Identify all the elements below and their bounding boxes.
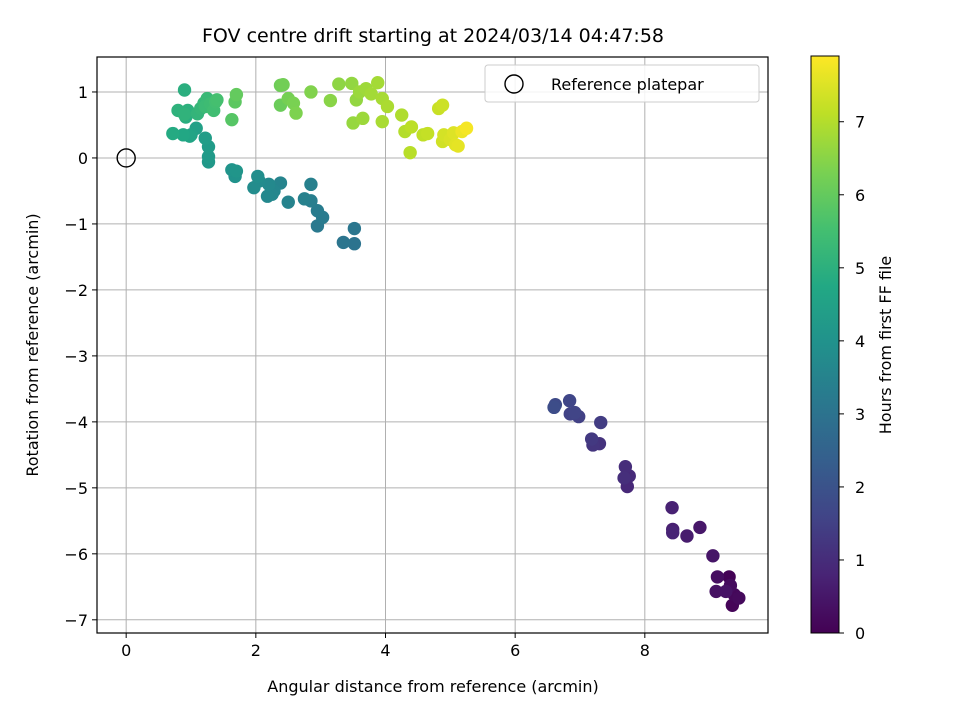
data-point bbox=[547, 400, 561, 415]
y-axis-ticks: 1 0 −1 −2 −3 −4 −5 −6 −7 bbox=[64, 83, 97, 630]
data-point bbox=[347, 237, 362, 251]
y-tick-label: −4 bbox=[64, 413, 88, 432]
colorbar-tick-label: 3 bbox=[855, 405, 865, 424]
data-point bbox=[709, 584, 723, 599]
data-point bbox=[706, 549, 720, 563]
colorbar-tick-label: 0 bbox=[855, 624, 865, 643]
data-point bbox=[177, 107, 192, 122]
data-point bbox=[435, 98, 450, 112]
data-point bbox=[289, 106, 303, 120]
data-point bbox=[176, 128, 190, 142]
y-tick-label: −7 bbox=[64, 611, 88, 630]
data-point bbox=[420, 126, 435, 141]
y-tick-label: −5 bbox=[64, 479, 88, 498]
data-point bbox=[371, 76, 385, 90]
data-point bbox=[345, 76, 359, 91]
data-point bbox=[451, 139, 465, 153]
data-point bbox=[404, 120, 419, 134]
data-point bbox=[693, 520, 707, 535]
data-point bbox=[281, 195, 295, 209]
colorbar-tick-label: 4 bbox=[855, 332, 865, 351]
legend-box bbox=[484, 64, 760, 103]
x-axis-label: Angular distance from reference (arcmin) bbox=[267, 677, 598, 696]
data-point bbox=[201, 149, 216, 164]
data-point bbox=[198, 131, 212, 145]
data-point bbox=[617, 471, 631, 485]
data-point bbox=[297, 192, 312, 206]
data-point bbox=[229, 164, 244, 178]
data-point bbox=[680, 529, 694, 543]
y-tick-label: −3 bbox=[64, 347, 88, 366]
data-point bbox=[310, 204, 325, 218]
data-point bbox=[251, 169, 265, 184]
data-point bbox=[380, 99, 395, 114]
data-point bbox=[364, 87, 378, 101]
x-tick-label: 2 bbox=[251, 641, 261, 660]
x-tick-label: 8 bbox=[640, 641, 650, 660]
colorbar-tick-label: 1 bbox=[855, 551, 865, 570]
data-point bbox=[229, 87, 244, 102]
colorbar-ticks: 0 1 2 3 4 5 6 7 bbox=[839, 113, 865, 643]
colorbar-tick-label: 2 bbox=[855, 478, 865, 497]
data-point bbox=[336, 235, 351, 250]
data-point bbox=[332, 77, 346, 91]
data-point bbox=[210, 93, 224, 107]
legend: Reference platepar bbox=[484, 64, 760, 103]
data-point bbox=[166, 126, 180, 141]
data-point bbox=[568, 405, 582, 420]
x-tick-label: 6 bbox=[510, 641, 520, 660]
data-point bbox=[323, 93, 338, 108]
data-point bbox=[260, 189, 275, 203]
data-point bbox=[665, 526, 680, 540]
reference-platepar-marker bbox=[116, 148, 136, 168]
data-points bbox=[116, 76, 746, 612]
data-point bbox=[618, 460, 633, 474]
data-point bbox=[304, 85, 318, 99]
data-point bbox=[562, 394, 577, 408]
x-axis-ticks: 0 2 4 6 8 bbox=[121, 633, 650, 660]
plot-frame bbox=[96, 56, 769, 634]
data-point bbox=[304, 177, 318, 192]
legend-label: Reference platepar bbox=[551, 75, 704, 94]
data-point bbox=[710, 570, 725, 584]
x-tick-label: 0 bbox=[121, 641, 131, 660]
colorbar bbox=[810, 55, 840, 634]
data-point bbox=[594, 415, 608, 430]
chart-title: FOV centre drift starting at 2024/03/14 … bbox=[202, 25, 664, 47]
colorbar-tick-label: 6 bbox=[855, 186, 865, 205]
colorbar-label: Hours from first FF file bbox=[876, 256, 895, 435]
data-point bbox=[403, 145, 417, 160]
x-tick-label: 4 bbox=[380, 641, 390, 660]
colorbar-tick-label: 5 bbox=[855, 259, 865, 278]
y-tick-label: −1 bbox=[64, 215, 88, 234]
data-point bbox=[276, 78, 290, 92]
y-tick-label: −6 bbox=[64, 545, 88, 564]
data-point bbox=[225, 112, 239, 127]
data-point bbox=[375, 114, 389, 129]
grid bbox=[97, 57, 768, 633]
data-point bbox=[395, 108, 409, 122]
data-point bbox=[732, 591, 746, 605]
legend-marker bbox=[504, 74, 524, 94]
data-point bbox=[347, 221, 362, 236]
y-tick-label: −2 bbox=[64, 281, 88, 300]
y-axis-label: Rotation from reference (arcmin) bbox=[23, 213, 42, 476]
data-point bbox=[584, 432, 599, 446]
data-point bbox=[247, 180, 261, 195]
y-tick-label: 1 bbox=[78, 83, 88, 102]
data-point bbox=[356, 111, 370, 126]
data-point bbox=[459, 121, 474, 135]
y-tick-label: 0 bbox=[78, 149, 88, 168]
data-point bbox=[665, 500, 679, 515]
data-point bbox=[177, 83, 192, 97]
data-point bbox=[719, 584, 733, 599]
colorbar-tick-label: 7 bbox=[855, 113, 865, 132]
